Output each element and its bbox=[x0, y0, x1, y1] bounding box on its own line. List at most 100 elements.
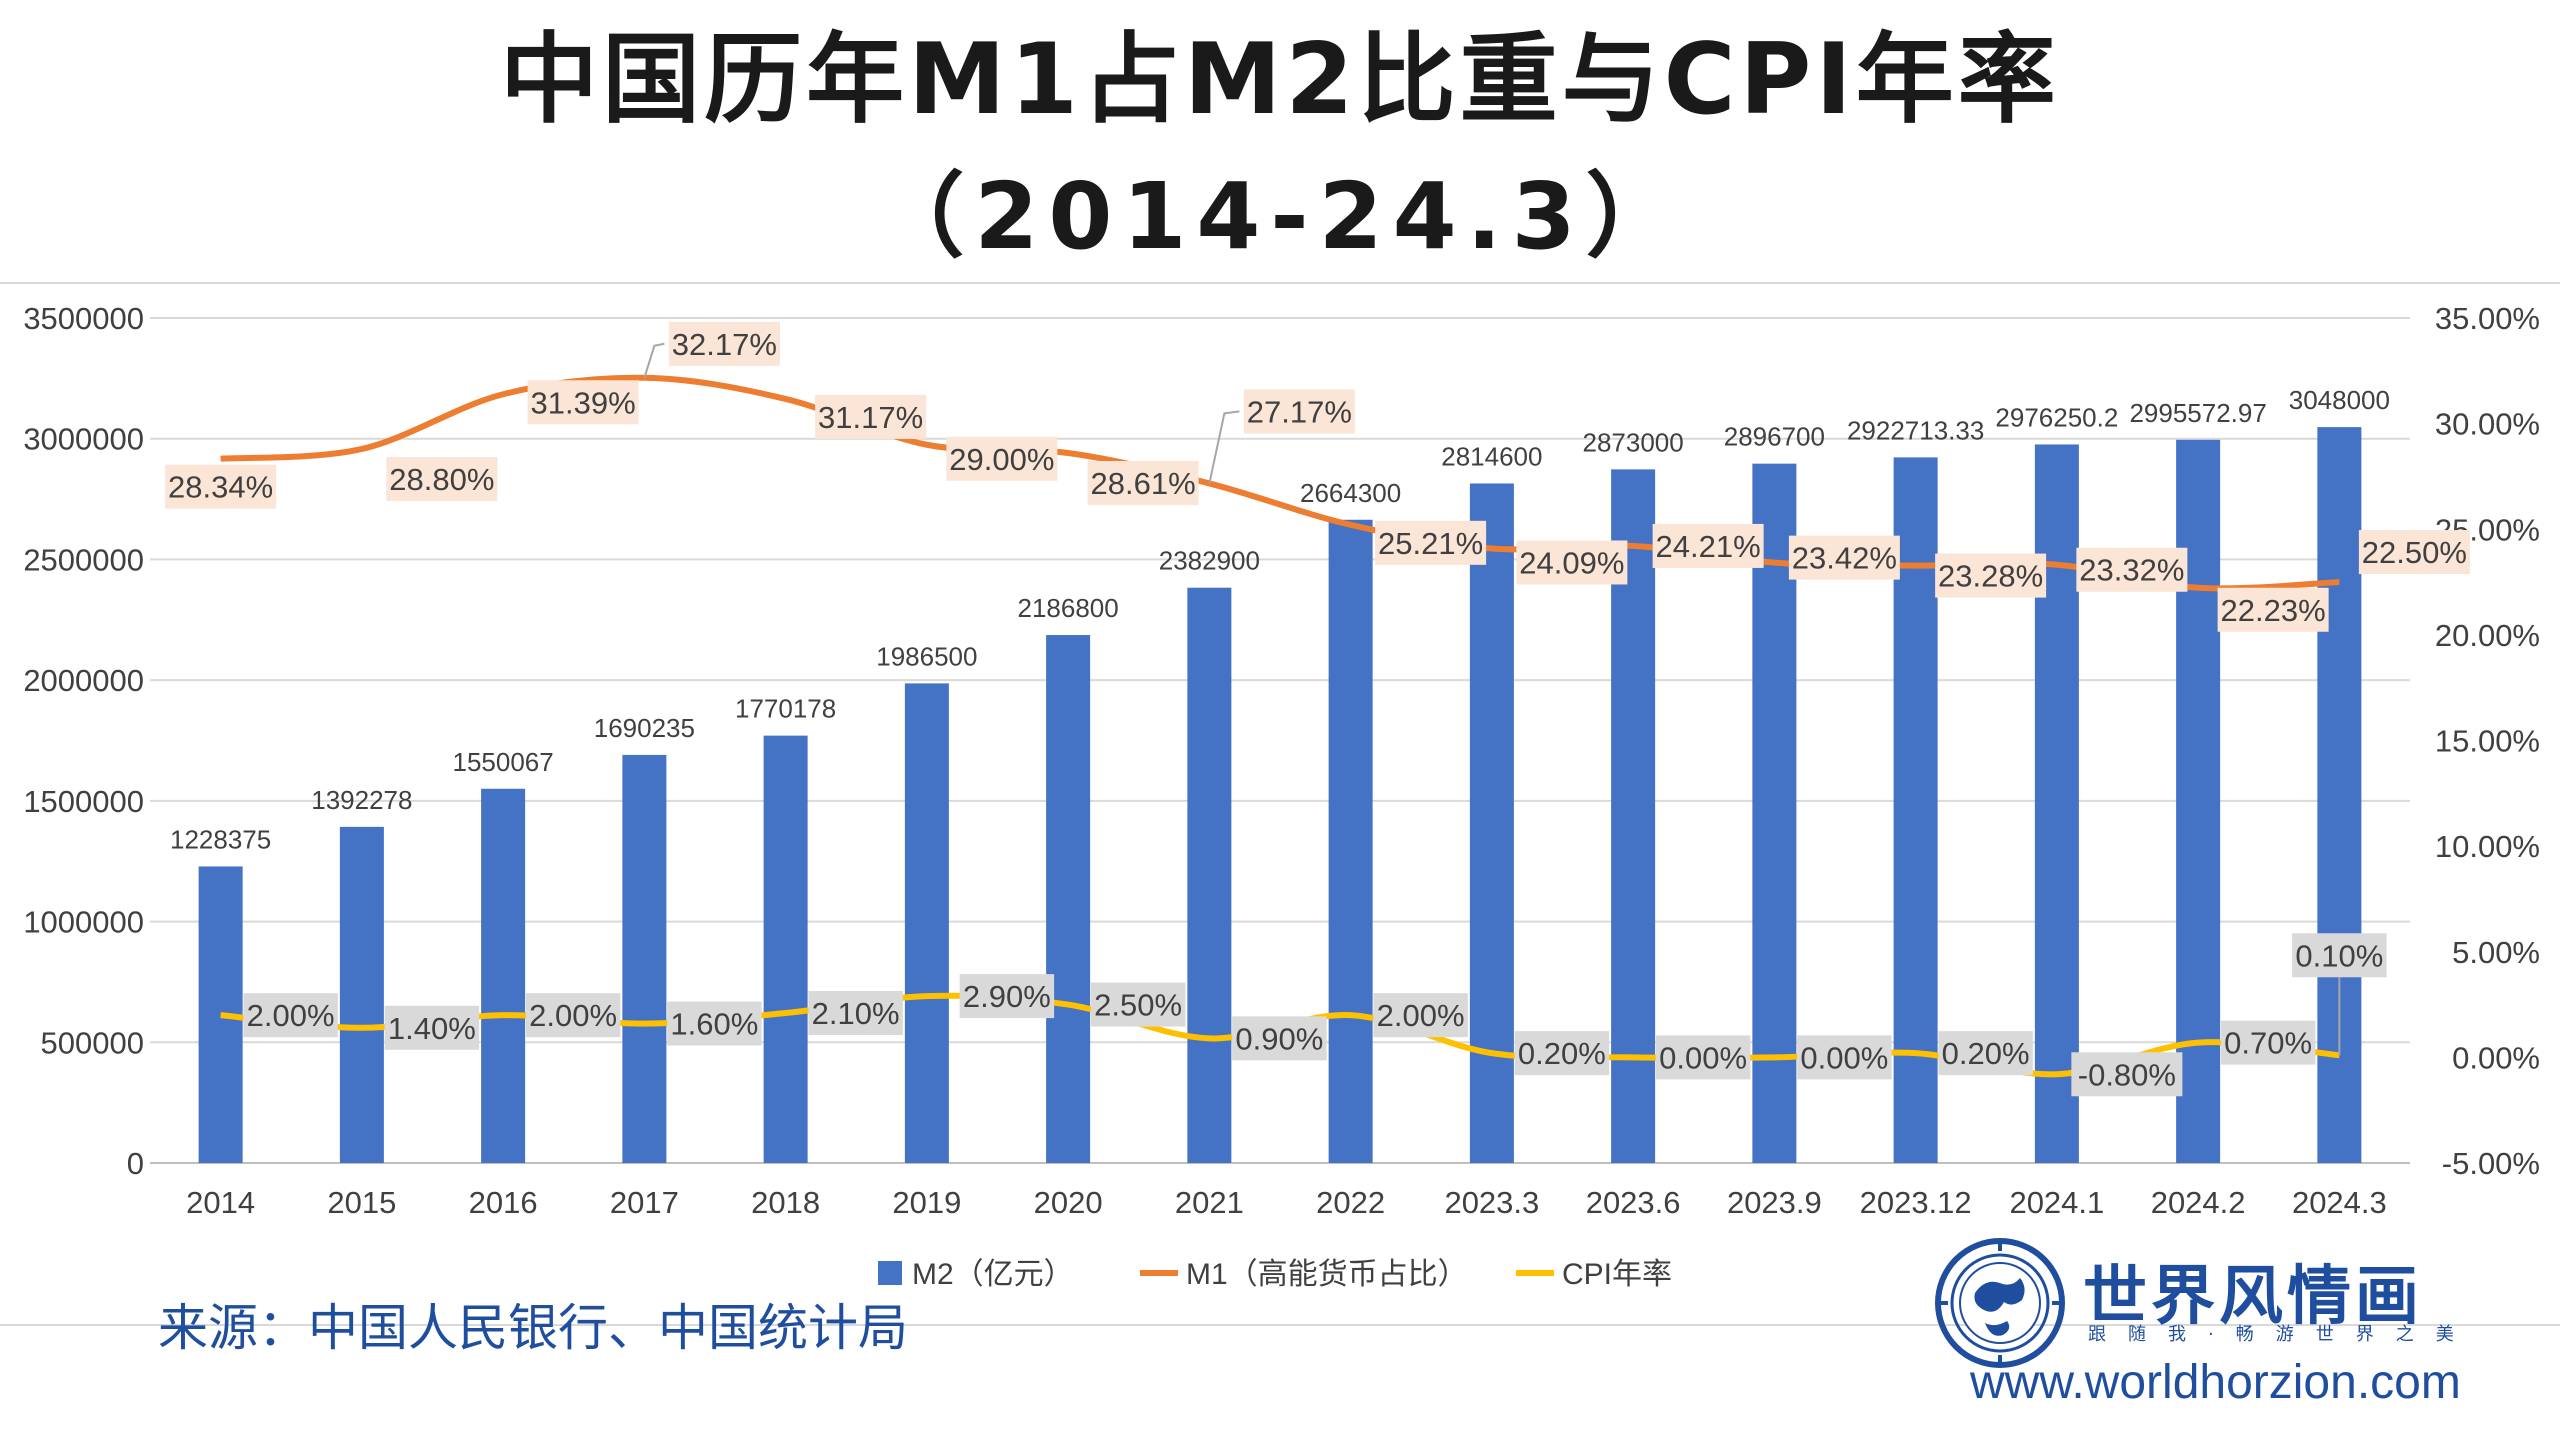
cpi-data-label: 0.20% bbox=[1518, 1036, 1606, 1071]
m1-data-label-leader bbox=[643, 342, 665, 379]
cpi-data-label: 1.60% bbox=[670, 1007, 758, 1042]
m1-data-label: 27.17% bbox=[1247, 394, 1352, 429]
x-tick-label: 2024.2 bbox=[2151, 1185, 2246, 1220]
x-tick-label: 2017 bbox=[610, 1185, 679, 1220]
brand-name: 世界风情画 bbox=[2083, 1260, 2423, 1334]
cpi-data-label-bg bbox=[959, 974, 1055, 1019]
x-tick-label: 2016 bbox=[469, 1185, 538, 1220]
right-tick-label: 0.00% bbox=[2452, 1040, 2540, 1075]
x-tick-label: 2020 bbox=[1034, 1185, 1103, 1220]
cpi-data-label: 2.10% bbox=[812, 996, 900, 1031]
m2-bar-label: 2976250.2 bbox=[1995, 402, 2118, 432]
m1-data-label-leader bbox=[1208, 410, 1240, 484]
cpi-data-label-bg bbox=[1514, 1031, 1610, 1076]
m2-bar-label: 1228375 bbox=[170, 824, 271, 854]
legend-cpi-label: CPI年率 bbox=[1562, 1258, 1672, 1291]
m1-data-label-bg bbox=[668, 321, 780, 366]
x-tick-label: 2015 bbox=[327, 1185, 396, 1220]
m2-bar bbox=[904, 683, 949, 1163]
left-axis-ticks: 0 500000 1000000 1500000 2000000 2500000 30000… bbox=[23, 301, 144, 1181]
m2-bar bbox=[481, 788, 526, 1163]
m2-bar-labels: 1228375 1392278 1550067 1690235 1770178 19865… bbox=[170, 385, 2390, 854]
cpi-data-label: 2.00% bbox=[529, 998, 617, 1033]
cpi-data-label-bg bbox=[1797, 1035, 1892, 1080]
m1-data-label-bg bbox=[1516, 540, 1628, 585]
right-tick-label: 10.00% bbox=[2435, 829, 2540, 864]
m1-data-label: 23.32% bbox=[2079, 553, 2184, 588]
m2-bar-label: 1770178 bbox=[735, 694, 836, 724]
left-tick-label: 0 bbox=[127, 1146, 144, 1181]
m1-data-label: 29.00% bbox=[949, 442, 1054, 477]
m2-bar-label: 2382900 bbox=[1159, 546, 1260, 576]
m1-data-label-bg bbox=[527, 380, 639, 425]
m1-data-label-bg bbox=[1788, 535, 1900, 580]
m1-data-label: 31.39% bbox=[531, 385, 636, 420]
m2-bar-label: 2995572.97 bbox=[2129, 398, 2266, 428]
cpi-data-label-bg bbox=[2220, 1020, 2316, 1065]
cpi-data-label-bg bbox=[1090, 982, 1186, 1027]
left-tick-label: 500000 bbox=[41, 1025, 144, 1060]
x-axis-labels: 2014 2015 2016 2017 2018 2019 2020 2021 2022 2023… bbox=[186, 1185, 2387, 1220]
m1-data-labels: 28.34% 28.80% 31.39% 32.17% 31.17% 29.00% 28.6… bbox=[165, 321, 2470, 632]
m1-data-label-bg bbox=[946, 436, 1058, 481]
x-tick-label: 2023.9 bbox=[1727, 1185, 1822, 1220]
cpi-data-label: 0.70% bbox=[2224, 1026, 2312, 1061]
m2-bar bbox=[622, 754, 667, 1163]
cpi-data-label-bg bbox=[2292, 933, 2387, 978]
source-note: 来源：中国人民银行、中国统计局 bbox=[158, 1299, 908, 1357]
m1-data-label-bg bbox=[1935, 553, 2047, 598]
m2-bar bbox=[1752, 463, 1797, 1163]
m1-data-label: 32.17% bbox=[672, 327, 777, 362]
cpi-data-label-bg bbox=[1373, 993, 1468, 1038]
m1-data-label: 23.42% bbox=[1792, 541, 1897, 576]
cpi-data-label: 0.00% bbox=[1659, 1040, 1747, 1075]
m2-bar-label: 2873000 bbox=[1583, 427, 1684, 457]
m1-data-label-bg bbox=[815, 394, 927, 439]
m2-bar bbox=[1611, 469, 1656, 1163]
m1-data-label: 25.21% bbox=[1378, 526, 1483, 561]
x-tick-label: 2023.6 bbox=[1586, 1185, 1681, 1220]
left-tick-label: 3000000 bbox=[23, 422, 144, 457]
m2-bar-label: 2814600 bbox=[1441, 441, 1542, 471]
cpi-data-label: 2.90% bbox=[963, 979, 1051, 1014]
brand-slogan: 跟随我·畅游世界之美 bbox=[2088, 1324, 2476, 1345]
x-tick-label: 2023.3 bbox=[1444, 1185, 1539, 1220]
m1-data-label-bg bbox=[2076, 547, 2188, 592]
cpi-data-label: 0.20% bbox=[1942, 1036, 2030, 1071]
cpi-data-label-bg bbox=[243, 993, 338, 1038]
x-tick-label: 2018 bbox=[751, 1185, 820, 1220]
x-tick-label: 2023.12 bbox=[1860, 1185, 1972, 1220]
left-tick-label: 1000000 bbox=[23, 905, 144, 940]
legend-m1-label: M1（高能货币占比） bbox=[1186, 1258, 1468, 1291]
m1-data-label-bg bbox=[2358, 530, 2470, 575]
m2-bar-label: 3048000 bbox=[2289, 385, 2390, 415]
chart-title: 中国历年M1占M2比重与CPI年率 （2014-24.3） bbox=[0, 0, 2560, 275]
x-tick-label: 2022 bbox=[1316, 1185, 1385, 1220]
cpi-data-label: 2.50% bbox=[1094, 988, 1182, 1023]
website-url[interactable]: www.worldhorzion.com bbox=[1970, 1356, 2461, 1409]
cpi-data-label: 1.40% bbox=[388, 1011, 476, 1046]
brand-logo bbox=[1925, 1228, 2545, 1418]
title-line-2: （2014-24.3） bbox=[872, 163, 1688, 270]
cpi-data-label: 0.00% bbox=[1800, 1040, 1888, 1075]
left-tick-label: 3500000 bbox=[23, 301, 144, 336]
x-tick-label: 2024.1 bbox=[2009, 1185, 2104, 1220]
cpi-data-label: 0.90% bbox=[1235, 1021, 1323, 1056]
m1-data-label: 24.09% bbox=[1519, 545, 1624, 580]
legend-m2-swatch bbox=[878, 1261, 902, 1285]
cpi-data-label-bg bbox=[1655, 1035, 1751, 1080]
m1-data-label-bg bbox=[386, 456, 498, 501]
m1-data-label-bg bbox=[2217, 587, 2329, 632]
right-tick-label: 30.00% bbox=[2435, 407, 2540, 442]
x-tick-label: 2014 bbox=[186, 1185, 255, 1220]
cpi-data-label-bg bbox=[1938, 1031, 2033, 1076]
x-tick-label: 2024.3 bbox=[2292, 1185, 2387, 1220]
m1-data-label: 23.28% bbox=[1938, 559, 2043, 594]
left-tick-label: 1500000 bbox=[23, 784, 144, 819]
globe-icon bbox=[1935, 1238, 2065, 1368]
cpi-data-label-bg bbox=[525, 993, 621, 1038]
m2-bar bbox=[1187, 587, 1232, 1163]
chart-frame bbox=[0, 282, 2560, 1326]
m1-data-label: 22.23% bbox=[2221, 593, 2326, 628]
m1-data-label: 22.50% bbox=[2362, 535, 2467, 570]
